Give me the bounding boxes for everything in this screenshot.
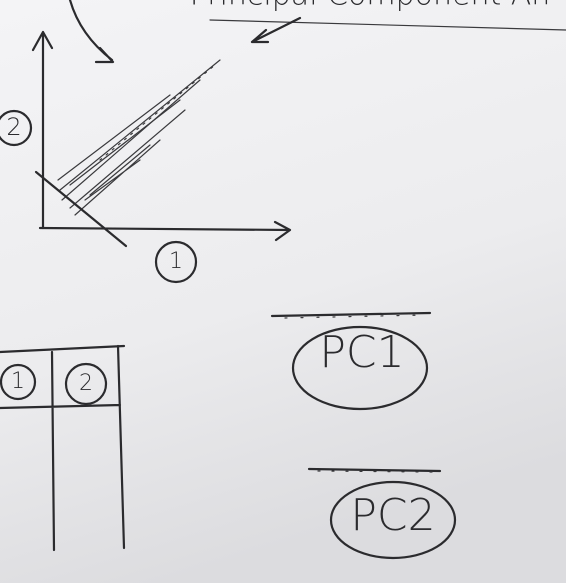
heading: Principal Component An <box>190 0 551 13</box>
y-axis <box>31 30 54 230</box>
pc2-points <box>317 470 433 473</box>
pc1-label: PC1 <box>319 327 404 378</box>
table-header: 1 <box>11 369 25 394</box>
pc2-axis <box>307 467 442 473</box>
pc2-line <box>34 170 128 248</box>
pc2-ellipse <box>329 480 457 560</box>
pc2-label: PC2 <box>350 490 435 541</box>
table-header: 2 <box>79 371 93 396</box>
data-points-sketch <box>34 59 221 248</box>
y-axis-label: 2 <box>6 113 21 141</box>
x-axis <box>38 220 292 242</box>
x-axis-label: 1 <box>169 249 183 274</box>
label-circle <box>154 240 198 284</box>
arrow <box>250 16 302 44</box>
heading-underline <box>209 19 566 31</box>
arrow <box>68 0 115 64</box>
pc1-ellipse <box>291 325 429 411</box>
pc1-axis <box>270 311 432 318</box>
label-circle <box>0 109 33 147</box>
table: 1 2 <box>0 344 126 552</box>
